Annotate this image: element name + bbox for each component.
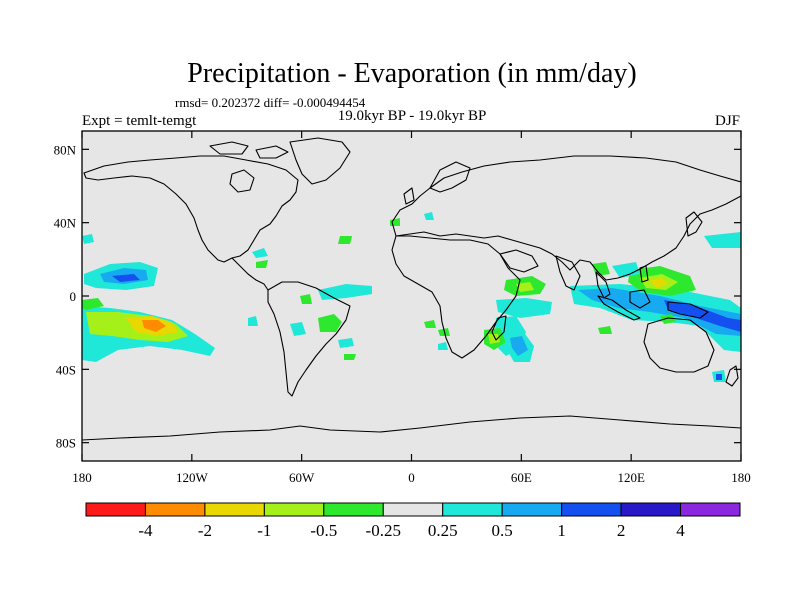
figure-title: Precipitation - Evaporation (in mm/day): [187, 58, 636, 89]
shade-japan-cyan: [424, 212, 434, 220]
shade-gulf-green: [256, 260, 268, 268]
coast-australia: [643, 317, 715, 373]
shade-sw-africa-cyan: [438, 342, 448, 350]
coast-arctic-islands: [209, 141, 289, 159]
shade-cyan-spot-a: [82, 234, 94, 244]
shade-north-pacific-blue: [112, 274, 140, 282]
shade-madagascar-lightgreen: [488, 334, 500, 344]
colorbar-swatch: [85, 502, 146, 517]
x-tick-label: 180: [72, 470, 92, 485]
coast-uk: [403, 187, 415, 205]
y-tick-label: 40N: [54, 216, 77, 231]
shade-coral-sea-darkblue: [716, 374, 722, 380]
colorbar-label: -4: [138, 521, 153, 540]
shade-brazil-green: [318, 314, 342, 332]
colorbar-swatch: [620, 502, 682, 517]
colorbar-swatch: [204, 502, 265, 517]
x-tick-label: 60E: [511, 470, 532, 485]
colorbar-swatch: [442, 502, 503, 517]
x-tick-label: 120W: [176, 470, 209, 485]
x-tick-label: 180: [731, 470, 751, 485]
shade-indian-ocean-blue: [510, 336, 528, 356]
colorbar: -4 -2 -1 -0.5 -0.25 0.25 0.5 1 2 4: [85, 502, 741, 540]
colorbar-swatch: [680, 502, 741, 517]
coast-japan: [685, 211, 703, 237]
x-tick-label: 120E: [617, 470, 645, 485]
colorbar-label: -2: [198, 521, 212, 540]
shade-sam-cyan: [248, 316, 258, 326]
coast-north-america: [83, 155, 299, 263]
shade-nw-pacific-cyan: [704, 232, 741, 248]
season-label: DJF: [715, 113, 740, 129]
coast-sumatra-java: [597, 295, 641, 321]
colorbar-swatch: [561, 502, 622, 517]
shade-west-pacific-green: [82, 298, 104, 310]
shade-philippines-cyan: [612, 262, 640, 278]
period-label: 19.0kyr BP - 19.0kyr BP: [338, 108, 487, 124]
colorbar-swatch: [144, 502, 206, 517]
x-tick-label: 60W: [289, 470, 315, 485]
coast-central-america: [231, 257, 269, 291]
colorbar-swatch: [501, 502, 563, 517]
colorbar-label: -0.5: [310, 521, 337, 540]
coast-arabia: [499, 249, 539, 273]
coastlines: [82, 137, 741, 441]
coast-india: [555, 255, 581, 291]
coast-new-zealand: [725, 365, 739, 387]
shade-east-africa-lightgreen: [516, 282, 534, 292]
shade-atlantic-green: [338, 236, 352, 244]
coast-europe-asia: [391, 155, 741, 281]
coast-africa: [391, 235, 521, 359]
y-tick-label: 80N: [54, 142, 77, 157]
shade-africa-cyan: [496, 298, 552, 318]
coast-southeast-asia: [595, 271, 611, 299]
colorbar-label: 0.5: [492, 521, 513, 540]
colorbar-label: 2: [617, 521, 626, 540]
coast-philippines: [639, 265, 649, 283]
y-tick-label: 0: [70, 289, 77, 304]
coast-south-america: [267, 281, 351, 397]
shade-sahel-green: [424, 320, 436, 328]
shade-caribbean-cyan: [252, 248, 268, 258]
colorbar-label: 4: [676, 521, 685, 540]
shade-south-indian-green: [598, 326, 612, 334]
shade-australia-green: [660, 314, 676, 324]
shade-maritime-yellow: [650, 278, 668, 288]
coast-hudson-bay: [229, 169, 255, 193]
stats-line: rmsd= 0.202372 diff= -0.000494454: [175, 95, 366, 110]
coast-new-guinea: [667, 301, 709, 319]
coast-madagascar: [491, 315, 507, 341]
shading-layer: [82, 212, 741, 382]
shade-south-pacific-orange: [142, 320, 166, 332]
coast-greenland: [289, 137, 351, 185]
shade-satl-cyan: [338, 338, 354, 348]
colorbar-swatch: [382, 502, 444, 517]
y-tick-label: 40S: [56, 362, 76, 377]
colorbar-label: 0.25: [428, 521, 458, 540]
y-tick-label: 80S: [56, 436, 76, 451]
colorbar-swatch: [263, 502, 325, 517]
shade-indo-pacific-blue: [578, 288, 741, 336]
x-tick-label: 0: [408, 470, 415, 485]
shade-sam-green-2: [300, 294, 312, 304]
colorbar-label: -1: [257, 521, 271, 540]
experiment-label: Expt = temlt-temgt: [82, 113, 197, 129]
colorbar-label: -0.25: [366, 521, 401, 540]
shade-satl-green: [344, 354, 356, 360]
y-axis: 80N 40N 0 40S 80S: [54, 142, 741, 451]
shade-brazil-cyan: [290, 322, 306, 336]
x-axis: 180 120W 60W 0 60E 120E 180: [72, 131, 751, 485]
coast-antarctica: [82, 415, 741, 441]
coast-scandinavia: [429, 161, 471, 193]
colorbar-label: 1: [557, 521, 566, 540]
colorbar-swatch: [323, 502, 384, 517]
coast-borneo: [629, 289, 651, 309]
